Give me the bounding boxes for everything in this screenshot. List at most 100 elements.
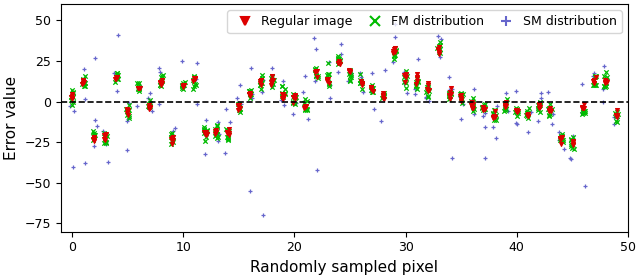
FM distribution [512,110,522,114]
SM distribution [356,74,366,79]
Regular image [411,82,421,86]
FM distribution [157,78,168,83]
FM distribution [522,111,532,116]
FM distribution [168,135,179,140]
FM distribution [479,106,489,111]
FM distribution [323,72,333,76]
FM distribution [399,80,410,84]
FM distribution [545,102,556,107]
Regular image [344,69,354,73]
Regular image [478,105,488,109]
FM distribution [344,72,354,76]
FM distribution [590,74,600,78]
FM distribution [89,134,99,139]
SM distribution [547,121,557,126]
FM distribution [245,89,255,93]
Regular image [412,72,422,76]
Regular image [589,78,599,83]
FM distribution [413,79,423,84]
FM distribution [601,70,611,74]
FM distribution [411,84,421,88]
FM distribution [444,94,454,99]
FM distribution [357,80,367,85]
SM distribution [447,156,457,161]
Regular image [322,77,332,81]
FM distribution [276,84,287,88]
Regular image [468,105,478,110]
Regular image [456,97,467,102]
SM distribution [267,66,277,70]
SM distribution [236,102,246,107]
FM distribution [122,108,132,113]
FM distribution [77,78,88,82]
Regular image [156,81,166,85]
Regular image [311,69,321,73]
FM distribution [212,129,223,134]
FM distribution [288,95,298,99]
Regular image [577,105,588,110]
SM distribution [588,74,598,78]
Regular image [401,80,411,84]
Regular image [268,78,278,82]
SM distribution [598,100,608,104]
FM distribution [488,110,498,115]
FM distribution [77,81,87,86]
Regular image [67,97,77,101]
FM distribution [579,109,589,113]
FM distribution [66,98,76,102]
FM distribution [499,109,509,114]
FM distribution [143,102,154,106]
FM distribution [599,73,609,78]
SM distribution [279,103,289,107]
Regular image [424,88,434,93]
Regular image [244,92,254,97]
FM distribution [612,120,623,124]
Regular image [144,103,154,107]
Regular image [612,112,622,117]
FM distribution [468,103,479,108]
FM distribution [110,80,120,84]
SM distribution [124,101,134,105]
FM distribution [477,105,488,110]
FM distribution [345,68,355,73]
SM distribution [266,84,276,89]
SM distribution [479,156,490,161]
FM distribution [480,102,490,106]
SM distribution [511,121,522,126]
SM distribution [324,60,334,64]
Regular image [266,80,276,84]
Regular image [290,93,300,98]
SM distribution [80,161,90,165]
FM distribution [200,139,210,143]
FM distribution [544,106,554,111]
FM distribution [577,106,588,110]
FM distribution [124,114,134,118]
FM distribution [313,76,323,81]
FM distribution [578,111,588,115]
FM distribution [401,80,412,85]
Regular image [202,132,212,136]
FM distribution [401,74,412,78]
Regular image [423,89,433,93]
Regular image [544,107,554,112]
Regular image [444,97,454,101]
FM distribution [423,83,433,87]
FM distribution [491,118,501,122]
Regular image [245,93,255,98]
SM distribution [258,213,268,218]
Regular image [589,81,599,85]
FM distribution [145,100,155,105]
FM distribution [333,59,343,64]
FM distribution [522,113,532,118]
Regular image [156,83,166,87]
Regular image [123,108,133,112]
FM distribution [511,105,521,110]
FM distribution [378,93,388,98]
Regular image [455,93,465,98]
FM distribution [432,46,442,50]
FM distribution [122,112,132,117]
FM distribution [89,132,99,137]
Regular image [422,87,433,92]
FM distribution [601,83,611,88]
Regular image [389,47,399,51]
